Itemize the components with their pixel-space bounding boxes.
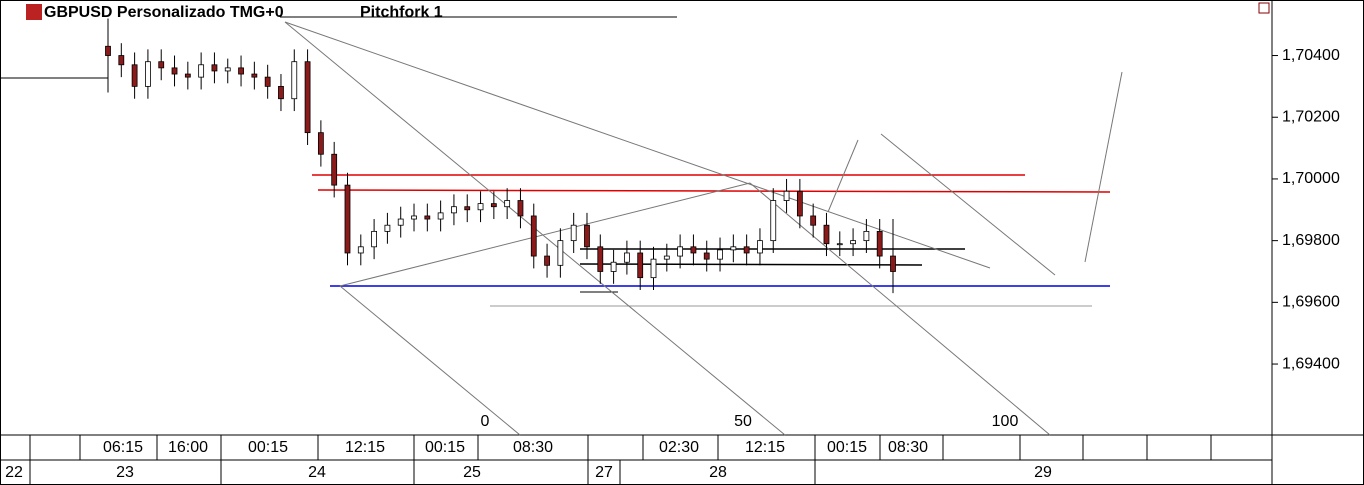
candle-body — [158, 61, 165, 69]
candle-body — [584, 224, 590, 248]
candle-body — [118, 55, 125, 66]
time-label: 00:15 — [425, 439, 465, 456]
candle-body — [650, 258, 657, 279]
candle-body — [757, 240, 763, 254]
candle-body — [211, 64, 218, 72]
candle-body — [863, 230, 870, 242]
candle-body — [623, 252, 630, 263]
drawing-objects — [0, 2, 1270, 436]
time-label: 00:15 — [248, 439, 288, 456]
candle-body — [663, 255, 670, 260]
time-label: 16:00 — [168, 439, 208, 456]
y-tick-label: 1,70400 — [1282, 47, 1340, 64]
candle-body — [570, 224, 577, 242]
candle-body — [490, 203, 497, 208]
candle-body — [131, 64, 138, 87]
candle-body — [796, 190, 803, 217]
candle-body — [730, 246, 737, 251]
candle-body — [836, 243, 843, 246]
time-label: 12:15 — [345, 439, 385, 456]
fib-label: 100 — [992, 413, 1019, 430]
time-separators — [29, 435, 1212, 485]
symbol-label[interactable]: GBPUSD Personalizado TMG+0 — [44, 4, 284, 21]
candle-body — [876, 230, 883, 257]
date-label: 28 — [709, 464, 727, 481]
time-label: 08:30 — [888, 439, 928, 456]
candle-body — [184, 73, 191, 78]
candle-body — [597, 246, 604, 272]
candle-body — [357, 246, 364, 254]
time-label: 00:15 — [827, 439, 867, 456]
candle-body — [371, 230, 378, 248]
candle-body — [397, 218, 404, 226]
y-tick-label: 1,70000 — [1282, 170, 1340, 187]
date-label: 27 — [595, 464, 613, 481]
candle-body — [690, 246, 697, 254]
y-tick-label: 1,69600 — [1282, 294, 1340, 311]
candle-body — [451, 206, 457, 214]
candle-body — [251, 73, 258, 78]
candle-body — [637, 252, 644, 279]
time-label: 12:15 — [745, 439, 785, 456]
candle-body — [544, 255, 550, 266]
fib-label: 50 — [734, 413, 752, 430]
candle-body — [198, 64, 205, 78]
candle-body — [743, 246, 750, 254]
candle-body — [317, 132, 324, 155]
candle-body — [424, 215, 431, 220]
candle-body — [238, 67, 244, 75]
candle-body — [610, 261, 617, 272]
candle-body — [717, 249, 723, 260]
candle-body — [517, 200, 524, 217]
candle-body — [105, 45, 111, 56]
candle-body — [291, 61, 298, 100]
candle-body — [344, 184, 351, 254]
date-label: 22 — [5, 464, 23, 481]
candle-body — [464, 206, 471, 211]
candle-body — [783, 190, 790, 201]
date-label: 25 — [463, 464, 481, 481]
candle-body — [770, 200, 777, 242]
time-label: 02:30 — [659, 439, 699, 456]
candle-body — [823, 224, 830, 245]
y-tick-label: 1,69400 — [1282, 355, 1340, 372]
y-tick-label: 1,70200 — [1282, 108, 1340, 125]
candle-body — [331, 153, 338, 186]
candle-body — [264, 76, 271, 87]
candle-body — [224, 67, 231, 72]
y-tick-label: 1,69800 — [1282, 232, 1340, 249]
candle-body — [557, 240, 564, 266]
date-label: 23 — [116, 464, 134, 481]
candle-body — [278, 85, 284, 100]
candle-body — [171, 67, 178, 75]
candle-body — [890, 255, 896, 272]
object-label[interactable]: Pitchfork 1 — [360, 4, 443, 21]
time-label: 06:15 — [103, 439, 143, 456]
candle-body — [677, 246, 684, 257]
candle-body — [145, 61, 151, 87]
candle-body — [304, 61, 311, 134]
candle-body — [530, 215, 537, 257]
candle-body — [703, 252, 710, 260]
candle-body — [384, 224, 391, 232]
candle-body — [810, 215, 817, 226]
candle-body — [850, 240, 856, 245]
candle-body — [411, 215, 417, 220]
candle-body — [437, 212, 444, 220]
time-label: 08:30 — [513, 439, 553, 456]
candle-body — [477, 203, 484, 211]
fib-label: 0 — [481, 413, 490, 430]
candle-body — [504, 200, 511, 208]
date-label: 29 — [1034, 464, 1052, 481]
date-label: 24 — [308, 464, 326, 481]
